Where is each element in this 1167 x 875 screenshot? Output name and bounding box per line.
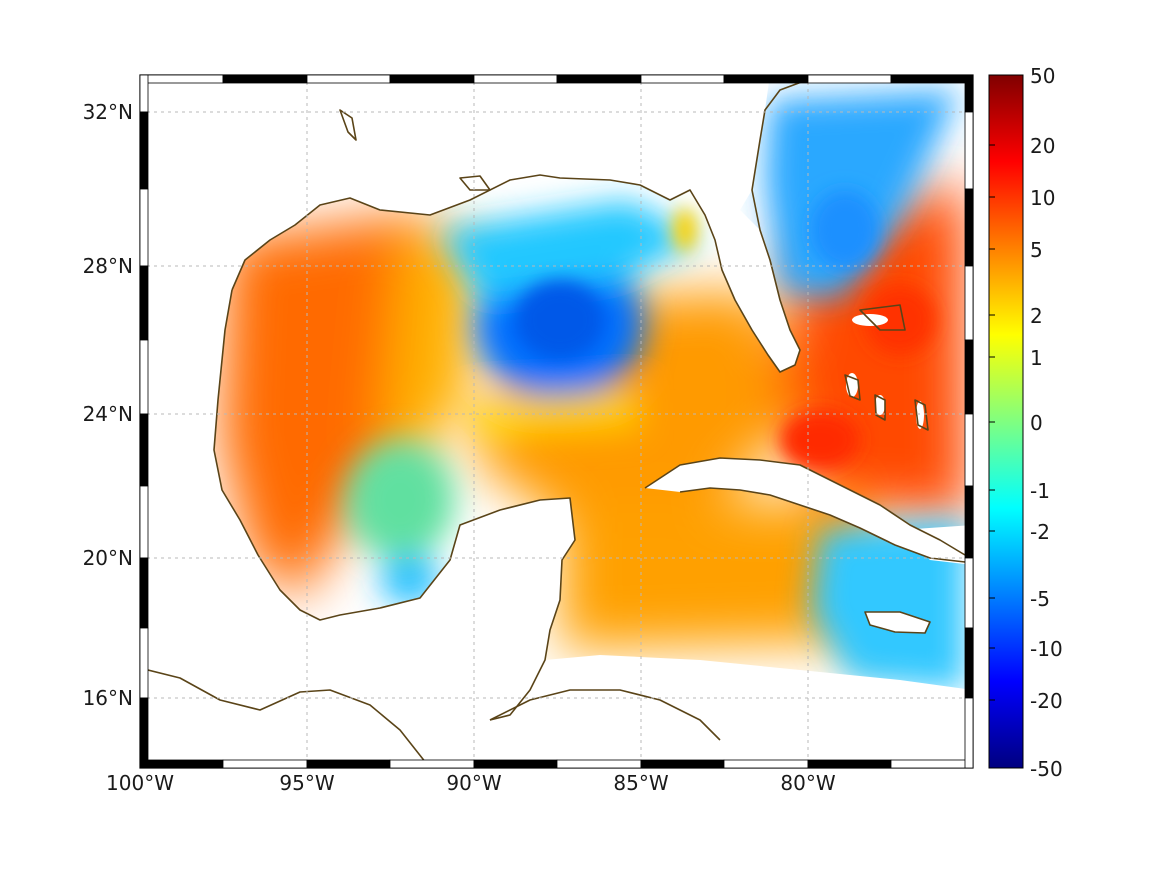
coastlines [140, 76, 966, 768]
x-tick-label: 100°W [106, 771, 174, 795]
colorbar-ticks [989, 74, 995, 769]
y-tick-label: 20°N [83, 546, 133, 570]
y-tick-label: 24°N [83, 402, 133, 426]
x-tick-label: 95°W [279, 771, 334, 795]
frame-right [964, 74, 974, 769]
y-tick-label: 28°N [83, 254, 133, 278]
colorbar-label: 1 [1030, 346, 1043, 370]
map-frame [139, 74, 974, 769]
y-tick-label: 16°N [83, 686, 133, 710]
land-mask [140, 75, 973, 768]
x-tick-label: 90°W [446, 771, 501, 795]
data-field [220, 90, 968, 690]
frame-left [139, 74, 149, 769]
colorbar-label: -50 [1030, 757, 1063, 781]
frame-top [139, 74, 974, 84]
frame-bottom [139, 759, 974, 769]
x-tick-label: 85°W [613, 771, 668, 795]
x-tick-label: 80°W [780, 771, 835, 795]
colorbar-label: -10 [1030, 637, 1063, 661]
colorbar-label: 10 [1030, 186, 1055, 210]
colorbar-label: 0 [1030, 411, 1043, 435]
colorbar-label: 20 [1030, 134, 1055, 158]
colorbar-label: -20 [1030, 689, 1063, 713]
colorbar-label: 2 [1030, 304, 1043, 328]
y-tick-label: 32°N [83, 100, 133, 124]
colorbar-label: -2 [1030, 520, 1050, 544]
map-plot-area [140, 75, 973, 768]
x-axis-labels: 100°W 95°W 90°W 85°W 80°W [106, 771, 836, 795]
colorbar-label: -5 [1030, 587, 1050, 611]
colorbar-label: 5 [1030, 238, 1043, 262]
y-axis-labels: 32°N 28°N 24°N 20°N 16°N [83, 100, 133, 710]
colorbar: 50 20 10 5 2 1 0 -1 -2 -5 -10 -20 -50 [988, 64, 1063, 781]
colorbar-label: 50 [1030, 64, 1055, 88]
colorbar-label: -1 [1030, 479, 1050, 503]
colorbar-labels: 50 20 10 5 2 1 0 -1 -2 -5 -10 -20 -50 [1030, 64, 1063, 781]
grid [140, 75, 973, 768]
